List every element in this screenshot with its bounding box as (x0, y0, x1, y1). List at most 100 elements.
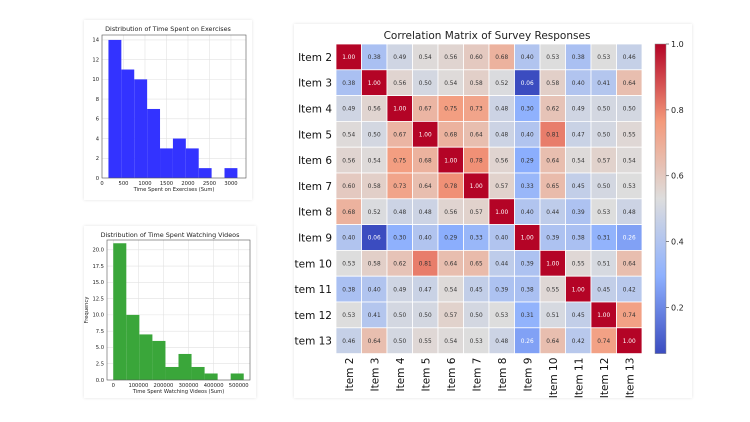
heatmap-cell (412, 301, 439, 329)
cell-value-label: 1.00 (419, 133, 432, 139)
cell-value-label: 0.53 (342, 262, 355, 268)
cell-value-label: 0.49 (572, 107, 585, 113)
cell-value-label: 0.30 (393, 236, 406, 242)
x-tick-label: 3000 (224, 181, 237, 187)
row-label: Item 4 (298, 104, 332, 116)
cell-value-label: 0.40 (368, 287, 381, 293)
heatmap-cell (616, 249, 643, 277)
cell-value-label: 0.40 (419, 236, 432, 242)
y-axis-label: Frequency (84, 93, 85, 120)
heatmap-cell (539, 224, 566, 251)
heatmap-cell (616, 172, 643, 200)
cell-value-label: 0.41 (597, 81, 610, 87)
cell-value-label: 0.51 (597, 262, 610, 268)
heatmap-cell (437, 224, 464, 251)
heatmap-cell (539, 249, 566, 277)
row-label: Item 10 (294, 258, 332, 270)
cell-value-label: 0.64 (368, 339, 381, 345)
column-label: Item 9 (522, 358, 534, 392)
cell-value-label: 0.48 (495, 133, 508, 139)
heatmap-cell (514, 146, 541, 174)
cell-value-label: 0.64 (623, 262, 636, 268)
heatmap-cell (335, 301, 362, 329)
heatmap-cell (437, 172, 464, 200)
row-label: Item 13 (294, 336, 332, 348)
heatmap-cell (616, 43, 643, 71)
y-tick-label: 10.0 (92, 313, 104, 319)
cell-value-label: 1.00 (597, 313, 610, 319)
heatmap-cell (488, 224, 515, 251)
heatmap-cell (565, 172, 592, 200)
heatmap-cell (412, 172, 439, 200)
cell-value-label: 0.40 (521, 133, 534, 139)
heatmap-cell (412, 224, 439, 251)
heatmap-cell (565, 224, 592, 251)
cell-value-label: 0.64 (546, 339, 559, 345)
cell-value-label: 0.39 (521, 262, 534, 268)
row-label: Item 5 (298, 129, 332, 141)
chart-title: Correlation Matrix of Survey Responses (384, 30, 591, 42)
heatmap-cell (514, 43, 541, 71)
cell-value-label: 1.00 (572, 287, 585, 293)
heatmap-cell (539, 198, 566, 226)
chart-title: Distribution of Time Spent Watching Vide… (101, 231, 241, 239)
x-tick-label: 100000 (128, 383, 148, 389)
histogram-bar (178, 353, 192, 380)
cell-value-label: 0.50 (470, 313, 483, 319)
cell-value-label: 0.56 (495, 158, 508, 164)
row-label: Item 9 (298, 233, 332, 245)
cell-value-label: 0.48 (495, 339, 508, 345)
heatmap-cell (335, 327, 362, 354)
column-label: Item 4 (395, 357, 407, 391)
video-histogram-panel: Distribution of Time Spent Watching Vide… (84, 226, 256, 398)
plot-frame (106, 239, 251, 381)
y-tick-label: 15.0 (92, 280, 104, 286)
heatmap-cell (514, 327, 541, 354)
cell-value-label: 0.64 (419, 184, 432, 190)
colorbar-tick-label: 0.6 (671, 172, 684, 181)
heatmap-svg: Correlation Matrix of Survey Responses 1.… (294, 30, 684, 398)
histogram-svg: Distribution of Time Spent on Exercises 0… (84, 25, 247, 193)
x-tick-label: 500000 (229, 383, 249, 389)
cell-value-label: 0.64 (444, 262, 457, 268)
plot-frame (101, 34, 247, 179)
heatmap-cell (386, 327, 413, 354)
cell-value-label: 0.52 (495, 81, 508, 87)
cell-value-label: 0.39 (495, 287, 508, 293)
cell-value-label: 0.46 (623, 55, 636, 61)
heatmap-cell (565, 69, 592, 96)
cell-value-label: 0.52 (368, 210, 381, 216)
heatmap-cell (361, 327, 388, 354)
cell-value-label: 1.00 (444, 158, 457, 164)
cell-value-label: 0.53 (597, 55, 610, 61)
cell-value-label: 0.53 (597, 210, 610, 216)
cell-value-label: 0.33 (470, 236, 483, 242)
cell-value-label: 0.55 (419, 339, 432, 345)
cell-value-label: 0.57 (597, 158, 610, 164)
y-tick-label: 8 (96, 97, 99, 103)
colorbar (654, 43, 667, 354)
histogram-svg: Distribution of Time Spent Watching Vide… (84, 231, 251, 395)
heatmap-cell (437, 198, 464, 226)
cell-value-label: 0.49 (342, 107, 355, 113)
heatmap-cell (616, 327, 643, 354)
histogram-bar (126, 314, 140, 380)
y-axis-label: Frequency (84, 297, 90, 324)
cell-value-label: 0.40 (342, 236, 355, 242)
histogram-bar (165, 366, 179, 380)
x-tick-label: 200000 (154, 383, 174, 389)
histogram-bar (230, 373, 244, 380)
row-label: Item 7 (298, 181, 332, 193)
cell-value-label: 0.42 (623, 287, 636, 293)
x-tick-label: 400000 (204, 383, 224, 389)
column-label: Item 7 (471, 358, 483, 392)
cell-value-label: 0.65 (546, 184, 559, 190)
x-tick-label: 1500 (160, 181, 173, 187)
cell-value-label: 0.40 (521, 210, 534, 216)
heatmap-cell (463, 327, 490, 354)
cell-value-label: 1.00 (470, 184, 483, 190)
heatmap-cell (412, 275, 439, 303)
column-label: Item 5 (420, 358, 432, 392)
cell-value-label: 0.50 (419, 313, 432, 319)
cell-value-label: 0.67 (419, 107, 432, 113)
